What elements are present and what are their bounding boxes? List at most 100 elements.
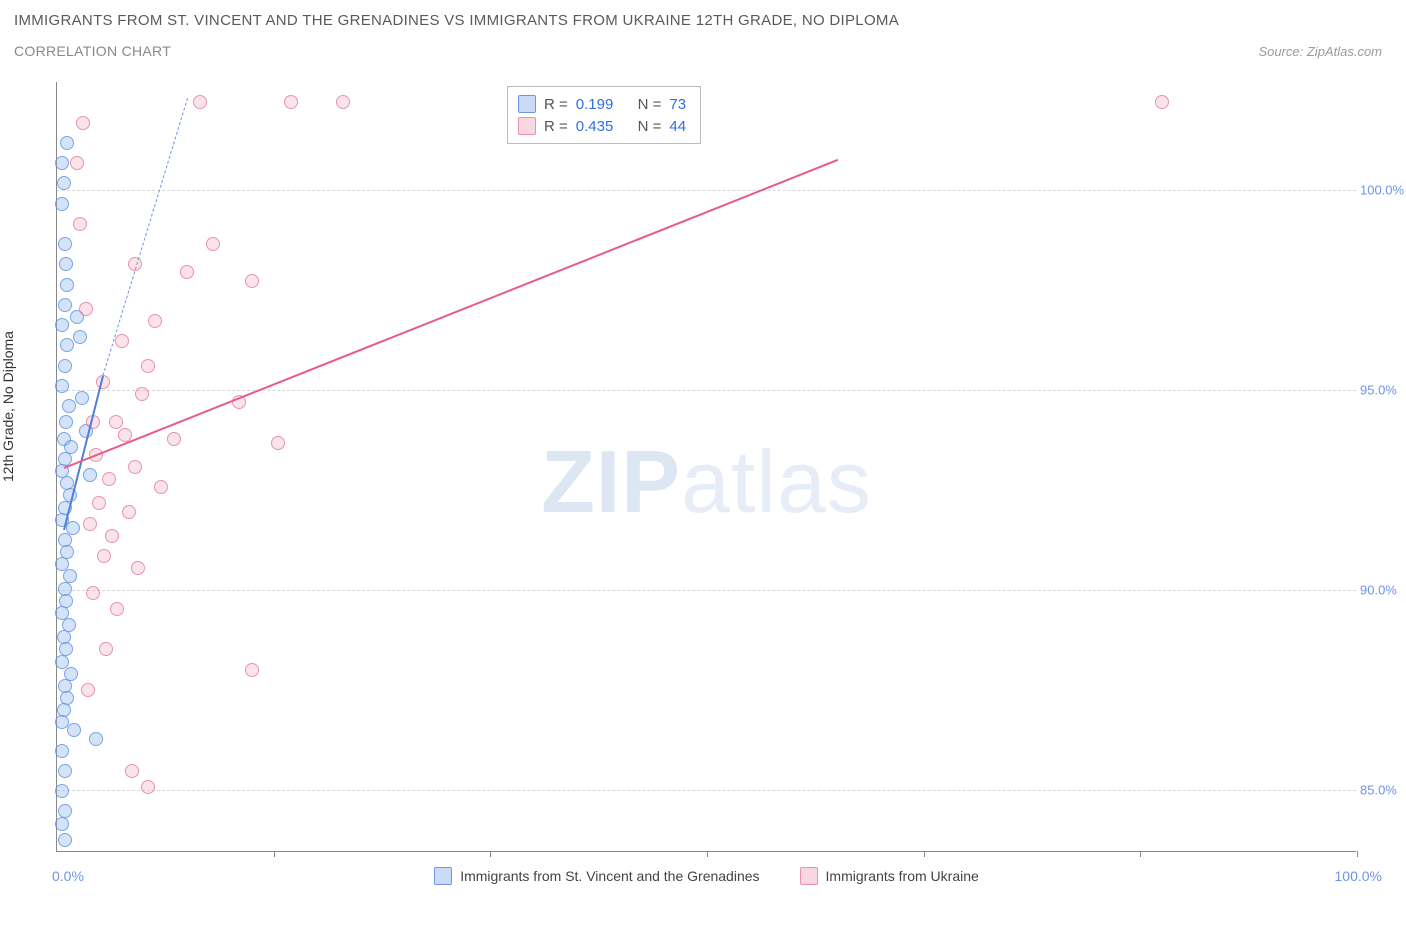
watermark-bold: ZIP (541, 432, 681, 531)
scatter-point-s2 (97, 549, 111, 563)
scatter-point-s2 (70, 156, 84, 170)
scatter-point-s2 (76, 116, 90, 130)
scatter-point-s1 (58, 764, 72, 778)
x-tick (490, 851, 491, 857)
scatter-point-s2 (271, 436, 285, 450)
gridline (57, 790, 1356, 791)
scatter-point-s1 (58, 237, 72, 251)
scatter-point-s1 (55, 156, 69, 170)
scatter-point-s2 (128, 460, 142, 474)
scatter-point-s1 (58, 833, 72, 847)
stat-n-s2: 44 (669, 118, 686, 135)
scatter-point-s2 (131, 561, 145, 575)
scatter-point-s2 (109, 415, 123, 429)
legend-label-s2: Immigrants from Ukraine (826, 868, 979, 884)
scatter-point-s1 (55, 379, 69, 393)
scatter-point-s2 (105, 529, 119, 543)
scatter-point-s1 (73, 330, 87, 344)
scatter-point-s2 (73, 217, 87, 231)
stats-row-s2: R = 0.435 N = 44 (518, 115, 686, 137)
stat-n-s1: 73 (669, 96, 686, 113)
scatter-point-s2 (81, 683, 95, 697)
chart-subtitle: CORRELATION CHART (14, 43, 171, 59)
scatter-point-s1 (60, 338, 74, 352)
gridline (57, 590, 1356, 591)
stat-r-s1: 0.199 (576, 96, 614, 113)
y-tick-label: 85.0% (1360, 783, 1406, 798)
stats-row-s1: R = 0.199 N = 73 (518, 93, 686, 115)
x-axis-origin: 0.0% (52, 868, 84, 884)
scatter-point-s2 (180, 265, 194, 279)
scatter-point-s1 (55, 318, 69, 332)
gridline (57, 190, 1356, 191)
scatter-point-s2 (167, 432, 181, 446)
scatter-point-s2 (154, 480, 168, 494)
x-tick (1140, 851, 1141, 857)
bottom-legend: Immigrants from St. Vincent and the Gren… (57, 867, 1356, 885)
swatch-pink-icon (518, 117, 536, 135)
scatter-point-s2 (79, 302, 93, 316)
x-axis-end: 100.0% (1335, 868, 1382, 884)
watermark-light: atlas (681, 432, 872, 531)
stat-label: R = (544, 118, 568, 135)
trendline-s2-solid (63, 159, 837, 469)
scatter-point-s2 (141, 780, 155, 794)
scatter-point-s2 (110, 602, 124, 616)
scatter-point-s1 (59, 415, 73, 429)
scatter-point-s2 (193, 95, 207, 109)
x-tick (274, 851, 275, 857)
scatter-point-s1 (83, 468, 97, 482)
x-tick (1357, 851, 1358, 857)
scatter-point-s2 (141, 359, 155, 373)
scatter-point-s1 (75, 391, 89, 405)
scatter-point-s1 (67, 723, 81, 737)
scatter-point-s2 (122, 505, 136, 519)
scatter-point-s1 (89, 732, 103, 746)
scatter-point-s2 (92, 496, 106, 510)
scatter-point-s2 (83, 517, 97, 531)
y-axis-label: 12th Grade, No Diploma (0, 331, 16, 482)
swatch-blue-icon (434, 867, 452, 885)
scatter-point-s2 (148, 314, 162, 328)
scatter-point-s2 (125, 764, 139, 778)
y-tick-label: 95.0% (1360, 383, 1406, 398)
swatch-pink-icon (800, 867, 818, 885)
scatter-point-s2 (245, 663, 259, 677)
stat-label: N = (638, 96, 662, 113)
scatter-point-s1 (55, 655, 69, 669)
scatter-point-s2 (115, 334, 129, 348)
legend-item-s1: Immigrants from St. Vincent and the Gren… (434, 867, 759, 885)
scatter-point-s2 (102, 472, 116, 486)
scatter-point-s2 (336, 95, 350, 109)
scatter-point-s2 (284, 95, 298, 109)
stat-label: N = (638, 118, 662, 135)
scatter-point-s1 (60, 278, 74, 292)
scatter-point-s1 (58, 359, 72, 373)
scatter-point-s1 (59, 257, 73, 271)
stat-r-s2: 0.435 (576, 118, 614, 135)
scatter-point-s1 (62, 399, 76, 413)
scatter-point-s1 (55, 784, 69, 798)
scatter-point-s2 (135, 387, 149, 401)
stats-box: R = 0.199 N = 73 R = 0.435 N = 44 (507, 86, 701, 144)
scatter-point-s1 (55, 817, 69, 831)
scatter-point-s1 (60, 136, 74, 150)
stat-label: R = (544, 96, 568, 113)
scatter-point-s1 (58, 298, 72, 312)
chart-container: 12th Grade, No Diploma ZIPatlas R = 0.19… (14, 82, 1392, 882)
scatter-point-s2 (245, 274, 259, 288)
y-tick-label: 90.0% (1360, 583, 1406, 598)
y-tick-label: 100.0% (1360, 182, 1406, 197)
legend-label-s1: Immigrants from St. Vincent and the Gren… (460, 868, 759, 884)
plot-area: ZIPatlas R = 0.199 N = 73 R = 0.435 N = … (56, 82, 1356, 852)
scatter-point-s1 (55, 197, 69, 211)
watermark: ZIPatlas (541, 431, 872, 533)
page-title: IMMIGRANTS FROM ST. VINCENT AND THE GREN… (14, 12, 1406, 29)
scatter-point-s2 (206, 237, 220, 251)
legend-item-s2: Immigrants from Ukraine (800, 867, 979, 885)
scatter-point-s1 (57, 176, 71, 190)
source-label: Source: ZipAtlas.com (1258, 44, 1382, 59)
x-tick (707, 851, 708, 857)
swatch-blue-icon (518, 95, 536, 113)
scatter-point-s2 (99, 642, 113, 656)
